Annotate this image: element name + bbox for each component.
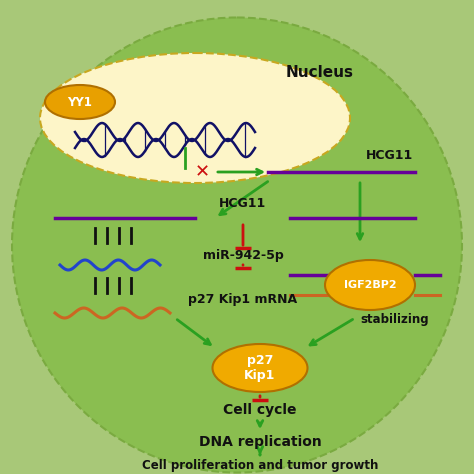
Ellipse shape	[12, 18, 462, 473]
Text: IGF2BP2: IGF2BP2	[344, 280, 396, 290]
Text: Cell proliferation and tumor growth: Cell proliferation and tumor growth	[142, 459, 378, 473]
Text: Nucleus: Nucleus	[286, 64, 354, 80]
Text: p27 Kip1 mRNA: p27 Kip1 mRNA	[189, 293, 298, 307]
Text: ✕: ✕	[194, 163, 210, 181]
Text: HCG11: HCG11	[219, 197, 266, 210]
Text: Cell cycle: Cell cycle	[223, 403, 297, 417]
Ellipse shape	[325, 260, 415, 310]
Text: p27
Kip1: p27 Kip1	[244, 354, 276, 382]
Ellipse shape	[40, 53, 350, 183]
Text: HCG11: HCG11	[366, 149, 414, 162]
Text: miR-942-5p: miR-942-5p	[202, 248, 283, 262]
Ellipse shape	[45, 85, 115, 119]
Text: stabilizing: stabilizing	[361, 313, 429, 327]
Ellipse shape	[212, 344, 308, 392]
Text: DNA replication: DNA replication	[199, 435, 321, 449]
Text: YY1: YY1	[68, 95, 92, 109]
